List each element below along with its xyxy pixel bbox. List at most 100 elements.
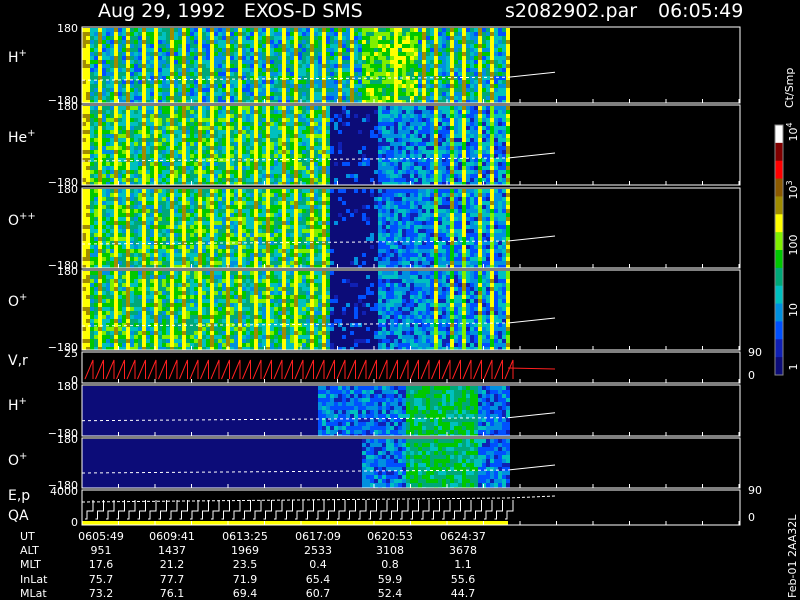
spec-cell [222,28,226,32]
spec-cell [374,106,378,110]
spec-cell [378,88,382,92]
spec-cell [270,100,274,103]
spec-cell [354,76,358,80]
spec-cell [298,56,302,60]
spec-cell [190,134,194,138]
spec-cell [222,60,226,64]
spec-cell [374,64,378,68]
spec-cell [318,72,322,76]
spec-cell [286,52,290,56]
spec-cell [442,84,446,88]
spec-cell [318,68,322,72]
spec-cell [362,182,366,185]
spec-cell [98,245,102,249]
spec-cell [294,96,298,100]
spec-cell [134,76,138,80]
spec-cell [326,92,330,96]
spec-cell [210,174,214,178]
spec-cell [114,189,118,193]
spec-cell [446,150,450,154]
spec-cell [134,158,138,162]
spec-cell [398,154,402,158]
spec-cell [114,178,118,182]
spec-cell [306,68,310,72]
spec-cell [478,174,482,178]
spec-cell [310,68,314,72]
spec-cell [478,40,482,44]
spec-cell [438,44,442,48]
spec-cell [306,166,310,170]
spec-cell [162,197,166,201]
spec-cell [382,182,386,185]
spec-cell [214,96,218,100]
spec-cell [94,182,98,185]
spec-cell [274,106,278,110]
spec-cell [98,178,102,182]
spec-cell [242,64,246,68]
spec-cell [106,76,110,80]
spec-cell [146,106,150,110]
spec-cell [174,84,178,88]
spec-cell [186,110,190,114]
spec-cell [438,28,442,32]
spec-cell [82,245,86,249]
spec-cell [90,92,94,96]
spec-cell [494,52,498,56]
spec-cell [174,122,178,126]
spec-cell [222,138,226,142]
spec-cell [374,72,378,76]
spec-cell [254,146,258,150]
spec-cell [450,84,454,88]
spec-cell [338,162,342,166]
spec-cell [130,150,134,154]
spec-cell [182,146,186,150]
spec-cell [234,122,238,126]
spec-cell [230,245,234,249]
spec-cell [106,193,110,197]
spec-cell [138,64,142,68]
spec-cell [86,146,90,150]
spec-cell [310,32,314,36]
spec-cell [210,213,214,217]
spec-cell [150,162,154,166]
spec-cell [166,170,170,174]
spec-cell [178,229,182,233]
spec-cell [446,166,450,170]
spec-cell [110,130,114,134]
spec-cell [98,170,102,174]
spec-cell [94,56,98,60]
spec-cell [110,162,114,166]
spec-cell [386,56,390,60]
spec-cell [374,178,378,182]
spec-cell [98,193,102,197]
spec-cell [482,118,486,122]
spec-cell [102,56,106,60]
spec-cell [110,229,114,233]
spec-cell [110,44,114,48]
spec-cell [186,100,190,103]
spec-cell [166,150,170,154]
spec-cell [238,122,242,126]
spec-cell [306,158,310,162]
spec-cell [126,221,130,225]
spec-cell [158,76,162,80]
spec-cell [346,52,350,56]
spec-cell [90,257,94,261]
spec-cell [278,150,282,154]
spec-cell [482,154,486,158]
spec-cell [262,114,266,118]
spec-cell [454,154,458,158]
spec-cell [242,225,246,229]
spec-cell [118,209,122,213]
spec-cell [154,96,158,100]
spec-cell [242,201,246,205]
spec-cell [470,162,474,166]
spec-cell [178,118,182,122]
spec-cell [450,100,454,103]
spec-cell [166,60,170,64]
spec-cell [258,100,262,103]
spec-cell [322,174,326,178]
spec-cell [274,162,278,166]
spec-cell [182,225,186,229]
spec-cell [230,205,234,209]
